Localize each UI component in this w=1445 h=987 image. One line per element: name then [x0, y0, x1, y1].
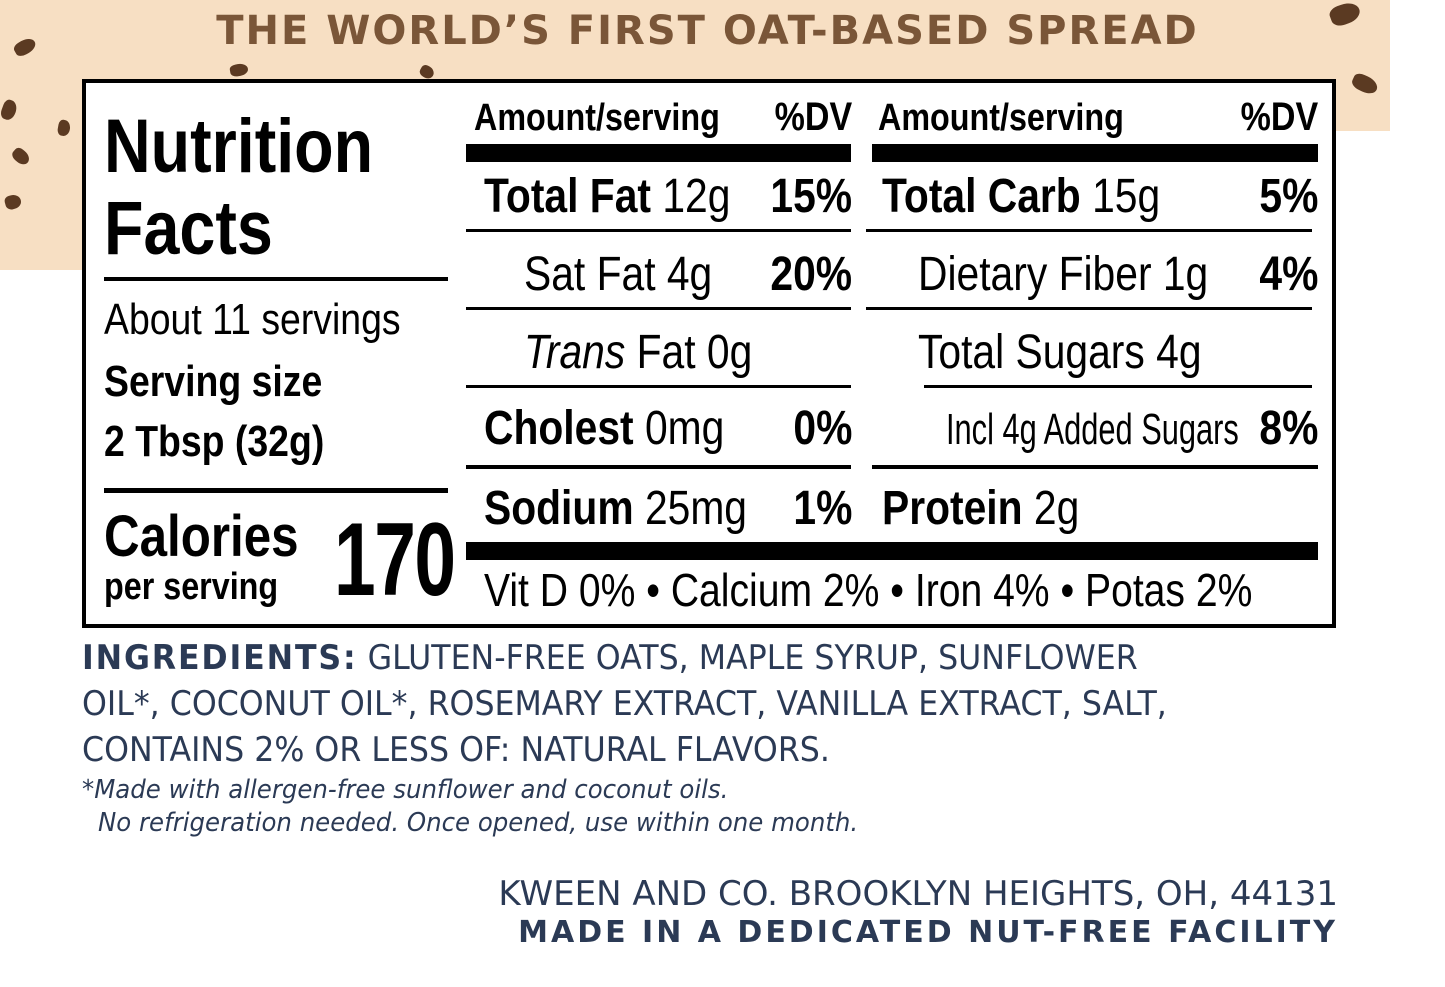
total-carb-label: Total Carb — [882, 170, 1081, 223]
trans-fat-label: Trans — [524, 326, 626, 379]
total-fat-label: Total Fat — [484, 170, 651, 223]
allergen-note: *Made with allergen-free sunflower and c… — [82, 775, 729, 805]
row-rule — [466, 385, 851, 388]
trans-fat-row: Trans Fat 0g — [524, 325, 752, 380]
calories-value: 170 — [334, 502, 456, 618]
sodium-dv: 1% — [793, 482, 852, 535]
thick-divider — [104, 488, 448, 493]
sodium-row: Sodium 25mg — [484, 481, 747, 536]
total-fat-row: Total Fat 12g — [484, 169, 730, 224]
dietary-fiber-dv: 4% — [1259, 248, 1318, 301]
dietary-fiber-label: Dietary Fiber 1g — [918, 248, 1209, 301]
total-fat-amount: 12g — [662, 170, 731, 223]
sat-fat-amount: 4g — [666, 248, 713, 301]
total-sugars-label: Total Sugars 4g — [918, 326, 1202, 379]
ingredients-line-1: INGREDIENTS: GLUTEN-FREE OATS, MAPLE SYR… — [82, 638, 1138, 678]
dv-header: %DV — [774, 95, 852, 139]
vitamins-minerals: Vit D 0% • Calcium 2% • Iron 4% • Potas … — [484, 564, 1253, 616]
added-sugars-dv: 8% — [1259, 402, 1318, 455]
ingredients-label: INGREDIENTS: — [82, 638, 358, 678]
cholesterol-row: Cholest 0mg — [484, 401, 724, 456]
protein-amount: 2g — [1033, 482, 1080, 535]
added-sugars-label: Incl 4g Added Sugars — [946, 405, 1239, 454]
trans-fat-amount: Fat 0g — [636, 326, 753, 379]
per-serving-label: per serving — [104, 566, 279, 608]
ingredients-line-2: OIL*, COCONUT OIL*, ROSEMARY EXTRACT, VA… — [82, 684, 1167, 724]
row-rule — [466, 307, 851, 310]
cholesterol-amount: 0mg — [644, 402, 725, 455]
total-carb-amount: 15g — [1092, 170, 1161, 223]
total-carb-dv: 5% — [1259, 170, 1318, 223]
total-fat-dv: 15% — [770, 170, 852, 223]
protein-label: Protein — [882, 482, 1023, 535]
sat-fat-row: Sat Fat 4g — [524, 247, 712, 302]
sodium-amount: 25mg — [644, 482, 748, 535]
header-rule — [466, 144, 851, 162]
row-rule — [924, 385, 1312, 388]
servings-per-container: About 11 servings — [104, 295, 401, 344]
row-rule — [872, 465, 1318, 469]
row-rule — [466, 229, 851, 232]
cholesterol-dv: 0% — [793, 402, 852, 455]
sat-fat-label: Sat Fat — [524, 248, 656, 301]
cholesterol-label: Cholest — [484, 402, 634, 455]
total-carb-row: Total Carb 15g — [882, 169, 1160, 224]
nutrition-facts-panel: Nutrition Facts About 11 servings Servin… — [82, 79, 1336, 628]
company-address: KWEEN AND CO. BROOKLYN HEIGHTS, OH, 4413… — [498, 874, 1338, 914]
serving-size-label: Serving size — [104, 357, 323, 406]
calories-label: Calories — [104, 504, 299, 569]
amount-serving-header-right: Amount/serving — [878, 97, 1124, 139]
row-rule — [866, 229, 1312, 232]
sodium-label: Sodium — [484, 482, 634, 535]
vitamins-rule — [466, 542, 1318, 560]
protein-row: Protein 2g — [882, 481, 1079, 536]
header-rule-right — [872, 144, 1318, 162]
sat-fat-dv: 20% — [770, 248, 852, 301]
row-rule — [866, 307, 1312, 310]
ingredients-text-1: GLUTEN-FREE OATS, MAPLE SYRUP, SUNFLOWER — [367, 638, 1138, 678]
serving-size-value: 2 Tbsp (32g) — [104, 417, 325, 466]
row-rule — [466, 465, 851, 469]
nutrition-title: Nutrition — [104, 104, 374, 189]
divider — [104, 277, 448, 281]
amount-serving-header: Amount/serving — [474, 97, 720, 139]
headline: THE WORLD’S FIRST OAT-BASED SPREAD — [216, 8, 1199, 54]
ingredients-line-3: CONTAINS 2% OR LESS OF: NATURAL FLAVORS. — [82, 730, 830, 770]
storage-note: No refrigeration needed. Once opened, us… — [98, 808, 859, 838]
nut-free-facility: MADE IN A DEDICATED NUT-FREE FACILITY — [518, 915, 1338, 950]
dv-header-right: %DV — [1240, 95, 1318, 139]
facts-title: Facts — [104, 186, 273, 271]
